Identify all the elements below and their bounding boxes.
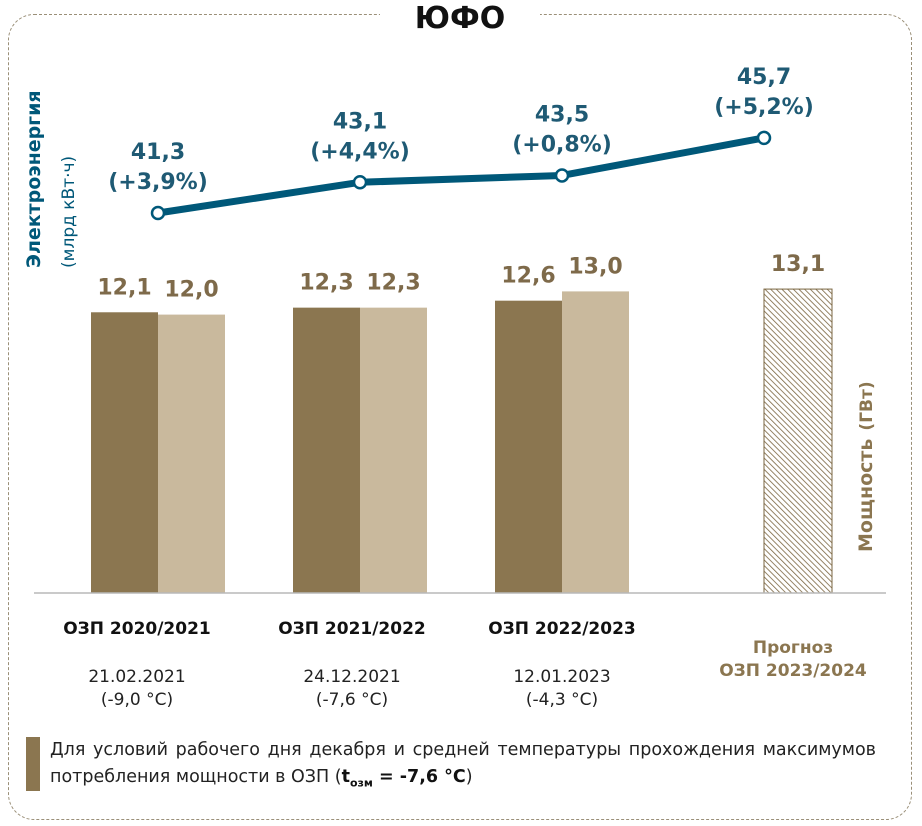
category-label-1: ОЗП 2021/2022 [278,619,426,639]
category-temp-2: (-4,3 °С) [526,690,598,710]
left-axis-unit: (млрд кВт·ч) [59,156,79,268]
footnote-text: Для условий рабочего дня декабря и средн… [50,740,876,787]
svg-text:Мощность(ГВт): Мощность (ГВт) [855,381,877,552]
energy-value-label-1: 43,1 [333,109,387,134]
category-date-0: 21.02.2021 [88,667,185,687]
bar-fact-0 [91,312,158,593]
footnote-t-value: = -7,6 °С [372,767,466,787]
energy-point-1 [352,175,368,190]
legend-swatch [26,737,40,791]
chart-title: ЮФО [380,0,540,38]
footnote-t-symbol: t [341,767,350,787]
right-axis-unit: (ГВт) [857,381,877,430]
category-forecast-line1: Прогноз [753,638,833,658]
category-forecast-line2: ОЗП 2023/2024 [719,661,867,681]
bar-label-fact-0: 12,1 [97,275,151,300]
bar-adjusted-1 [360,307,427,593]
category-date-1: 24.12.2021 [303,667,400,687]
left-axis-label: Электроэнергия [23,90,45,268]
footnote-closing: ) [465,767,473,787]
energy-line [154,134,768,217]
energy-value-label-2: 43,5 [535,102,589,127]
energy-value-label-0: 41,3 [131,140,185,165]
category-date-2: 12.01.2023 [513,667,610,687]
energy-point-0 [150,205,166,221]
footnote: Для условий рабочего дня декабря и средн… [50,737,876,797]
energy-point-3 [756,130,772,146]
energy-point-2 [554,168,570,183]
bar-label-adjusted-1: 12,3 [366,271,420,296]
category-temp-1: (-7,6 °С) [316,690,388,710]
bar-label-fact-1: 12,3 [299,271,353,296]
energy-change-label-3: (+5,2%) [714,95,814,120]
bar-fact-1 [293,307,360,593]
bar-forecast [763,288,833,594]
bar-label-adjusted-0: 12,0 [164,278,218,303]
bar-fact-2 [495,300,562,593]
footnote-t-subscript: озм [349,776,373,790]
right-axis-label: Мощность [855,439,877,552]
energy-change-label-0: (+3,9%) [108,170,208,195]
energy-value-label-3: 45,7 [737,65,791,90]
energy-change-label-2: (+0,8%) [512,132,612,157]
bar-adjusted-2 [562,291,629,593]
energy-change-label-1: (+4,4%) [310,139,410,164]
bar-label-forecast: 13,1 [771,252,825,277]
chart-svg: Электроэнергия (млрд кВт·ч) Мощность (ГВт… [23,65,886,710]
category-label-0: ОЗП 2020/2021 [63,619,211,639]
category-label-2: ОЗП 2022/2023 [488,619,636,639]
bar-adjusted-0 [158,314,225,593]
bar-label-adjusted-2: 13,0 [568,254,622,279]
category-temp-0: (-9,0 °С) [101,690,173,710]
bar-label-fact-2: 12,6 [501,264,555,289]
